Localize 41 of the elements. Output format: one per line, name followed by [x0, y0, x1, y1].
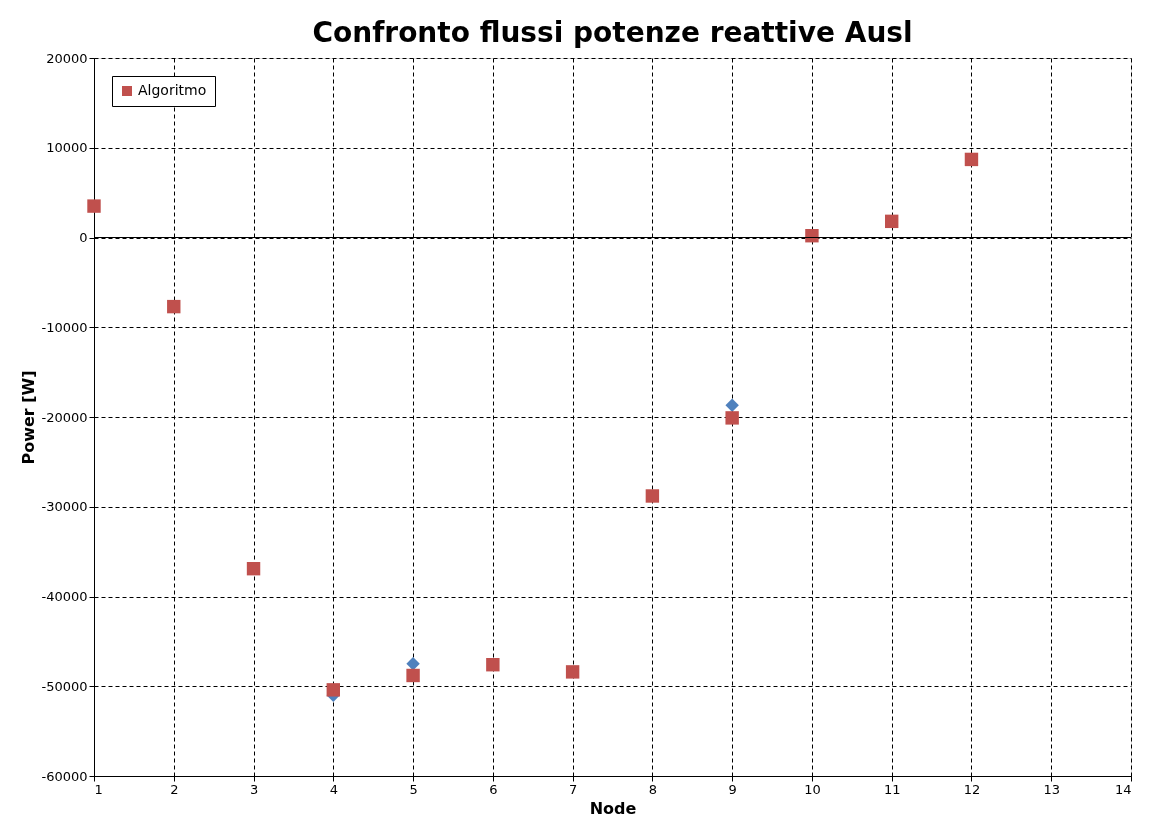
chart-title: Confronto flussi potenze reattive Ausl [312, 16, 913, 49]
x-tick-label: 14 [1114, 781, 1132, 797]
point [565, 665, 580, 679]
point [725, 411, 739, 425]
y-tick-label: -40000 [41, 589, 88, 604]
point [964, 152, 979, 167]
point [486, 658, 500, 672]
point [246, 561, 261, 576]
x-tick-label: 9 [728, 781, 737, 797]
legend-label: Algoritmo [138, 82, 207, 98]
x-axis-title: Node [589, 798, 637, 818]
y-tick-label: -20000 [41, 409, 88, 425]
x-tick-label: 10 [804, 781, 821, 797]
y-tick-label: 0 [79, 230, 88, 245]
point [725, 398, 739, 413]
x-tick-label: 3 [249, 781, 259, 797]
x-tick-label: 8 [648, 781, 658, 797]
y-tick-label: -60000 [41, 768, 88, 784]
point [406, 668, 420, 683]
y-tick-label: 20000 [46, 50, 88, 66]
x-tick-label: 1 [94, 781, 103, 797]
x-tick-label: 12 [963, 781, 981, 797]
y-tick-label: -10000 [41, 319, 88, 335]
y-axis-title: Power [W] [19, 370, 39, 465]
point [805, 229, 819, 243]
x-tick-label: 4 [329, 781, 338, 797]
point [87, 199, 101, 213]
point [326, 683, 341, 697]
x-tick-label: 7 [568, 781, 578, 797]
point [406, 657, 420, 671]
y-tick-label: -30000 [41, 499, 88, 515]
y-tick-label: -50000 [41, 678, 88, 694]
point [645, 489, 660, 503]
point [167, 299, 181, 314]
x-tick-label: 6 [489, 781, 498, 797]
x-tick-label: 13 [1043, 781, 1060, 797]
x-tick-label: 2 [170, 781, 179, 797]
y-tick-label: 10000 [46, 140, 88, 156]
x-tick-label: 11 [883, 781, 901, 797]
x-tick-label: 5 [409, 781, 418, 797]
point [884, 214, 899, 229]
